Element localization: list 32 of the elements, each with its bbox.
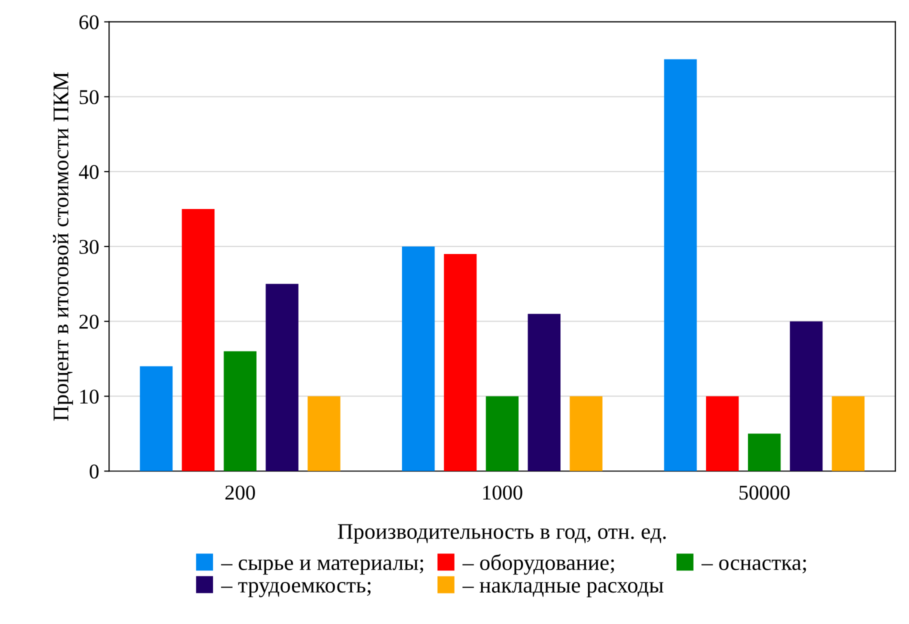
bar xyxy=(224,351,256,472)
bar xyxy=(528,314,561,472)
y-axis-title: Процент в итоговой стоимости ПКМ xyxy=(53,72,73,421)
x-axis-title: Производительность в год, отн. ед. xyxy=(338,524,666,544)
x-tick-label: 200 xyxy=(225,486,255,500)
y-tick-label: 30 xyxy=(80,240,99,254)
bar xyxy=(140,366,173,472)
legend-label: – накладные расходы xyxy=(462,582,664,598)
legend-label: – трудоемкость; xyxy=(221,582,371,598)
legend-label: – сырье и материалы; xyxy=(221,559,424,575)
x-tick-label: 1000 xyxy=(483,486,522,500)
bar xyxy=(570,396,602,472)
bar xyxy=(748,434,781,472)
y-tick-label: 60 xyxy=(79,15,99,30)
x-tick-label: 50000 xyxy=(739,486,790,500)
bar xyxy=(664,59,697,472)
bar xyxy=(790,321,823,472)
bar xyxy=(182,209,215,472)
bar xyxy=(706,396,739,472)
legend-label: – оборудование; xyxy=(462,554,614,575)
bar xyxy=(402,246,435,472)
y-tick-label: 0 xyxy=(90,464,99,479)
y-tick-label: 20 xyxy=(79,314,99,329)
y-tick-label: 10 xyxy=(80,390,99,404)
bar xyxy=(266,284,298,472)
bar xyxy=(832,396,865,472)
y-tick-label: 40 xyxy=(78,164,99,180)
bar xyxy=(486,396,519,472)
legend-label: – оснастка; xyxy=(701,559,806,574)
y-tick-label: 50 xyxy=(80,90,99,104)
bar xyxy=(444,254,477,472)
bar xyxy=(308,396,340,472)
